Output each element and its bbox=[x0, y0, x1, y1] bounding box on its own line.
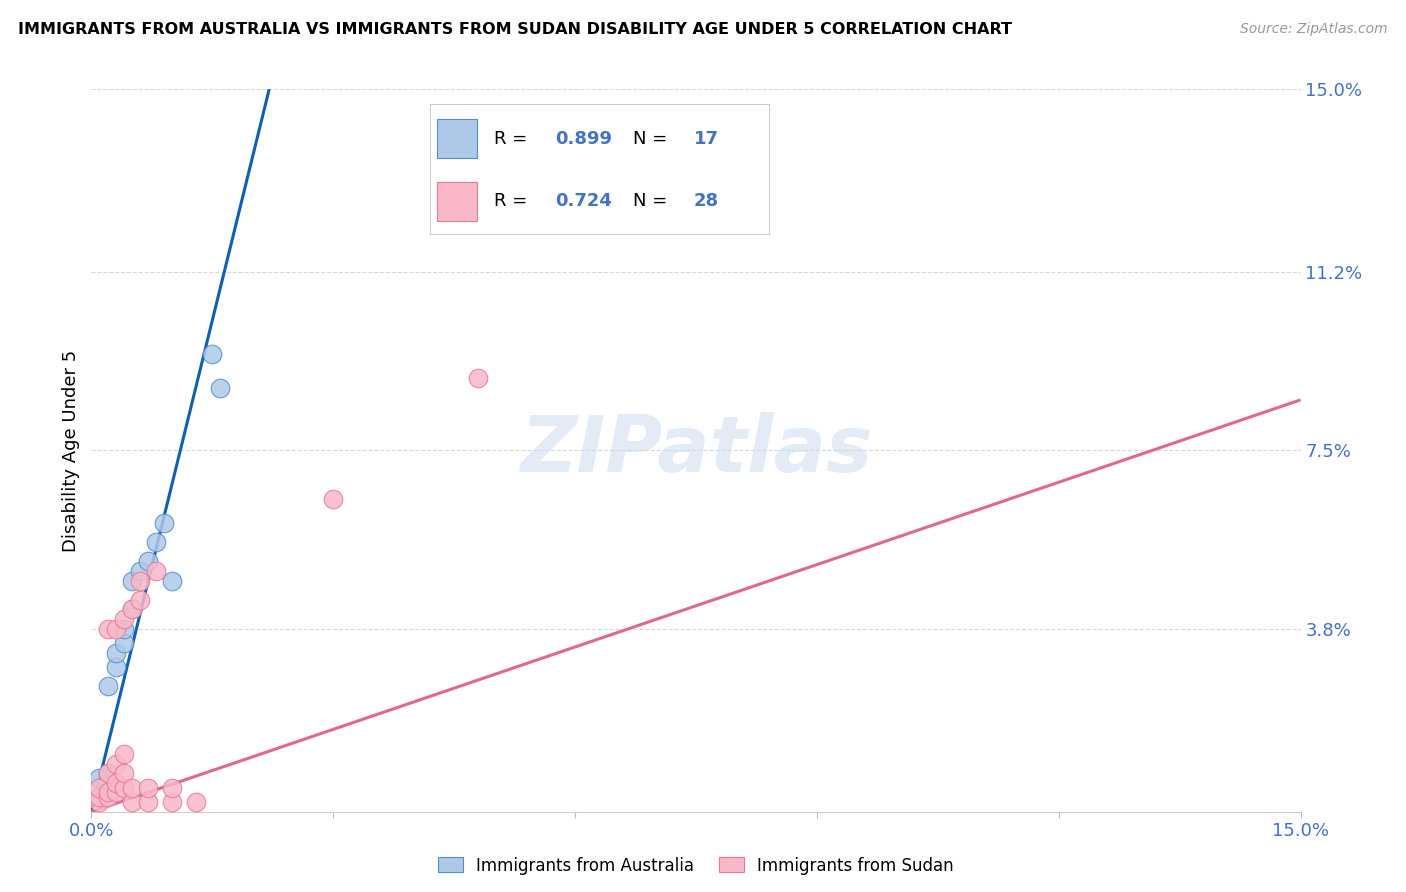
Point bbox=[104, 660, 127, 674]
Point bbox=[136, 795, 159, 809]
Point bbox=[186, 795, 208, 809]
Point bbox=[89, 790, 111, 805]
Point bbox=[145, 564, 167, 578]
Point bbox=[145, 535, 167, 549]
Y-axis label: Disability Age Under 5: Disability Age Under 5 bbox=[62, 350, 80, 551]
Point bbox=[96, 790, 118, 805]
Point bbox=[153, 516, 176, 530]
Point bbox=[467, 371, 489, 385]
Point bbox=[160, 795, 183, 809]
Point bbox=[112, 747, 135, 761]
Point bbox=[96, 766, 118, 780]
Point bbox=[112, 766, 135, 780]
Point bbox=[121, 780, 143, 795]
Point bbox=[96, 622, 118, 636]
Point bbox=[112, 612, 135, 626]
Point bbox=[89, 771, 111, 785]
Point bbox=[112, 636, 135, 650]
Point bbox=[96, 785, 118, 799]
Point bbox=[128, 574, 150, 588]
Point bbox=[89, 780, 111, 795]
Point bbox=[104, 646, 127, 660]
Legend: Immigrants from Australia, Immigrants from Sudan: Immigrants from Australia, Immigrants fr… bbox=[429, 848, 963, 883]
Point bbox=[128, 592, 150, 607]
Point bbox=[121, 602, 143, 616]
Point bbox=[104, 622, 127, 636]
Point bbox=[104, 756, 127, 771]
Point bbox=[121, 795, 143, 809]
Point bbox=[209, 381, 232, 395]
Point bbox=[96, 680, 118, 694]
Point bbox=[89, 790, 111, 805]
Point bbox=[104, 776, 127, 790]
Point bbox=[104, 785, 127, 799]
Text: ZIPatlas: ZIPatlas bbox=[520, 412, 872, 489]
Text: Source: ZipAtlas.com: Source: ZipAtlas.com bbox=[1240, 22, 1388, 37]
Point bbox=[112, 622, 135, 636]
Point bbox=[136, 554, 159, 568]
Point bbox=[160, 780, 183, 795]
Point bbox=[112, 780, 135, 795]
Point bbox=[89, 795, 111, 809]
Point bbox=[128, 564, 150, 578]
Point bbox=[201, 347, 224, 361]
Point bbox=[136, 780, 159, 795]
Point bbox=[322, 491, 344, 506]
Point bbox=[121, 602, 143, 616]
Point bbox=[160, 574, 183, 588]
Point bbox=[96, 766, 118, 780]
Text: IMMIGRANTS FROM AUSTRALIA VS IMMIGRANTS FROM SUDAN DISABILITY AGE UNDER 5 CORREL: IMMIGRANTS FROM AUSTRALIA VS IMMIGRANTS … bbox=[18, 22, 1012, 37]
Point bbox=[121, 574, 143, 588]
